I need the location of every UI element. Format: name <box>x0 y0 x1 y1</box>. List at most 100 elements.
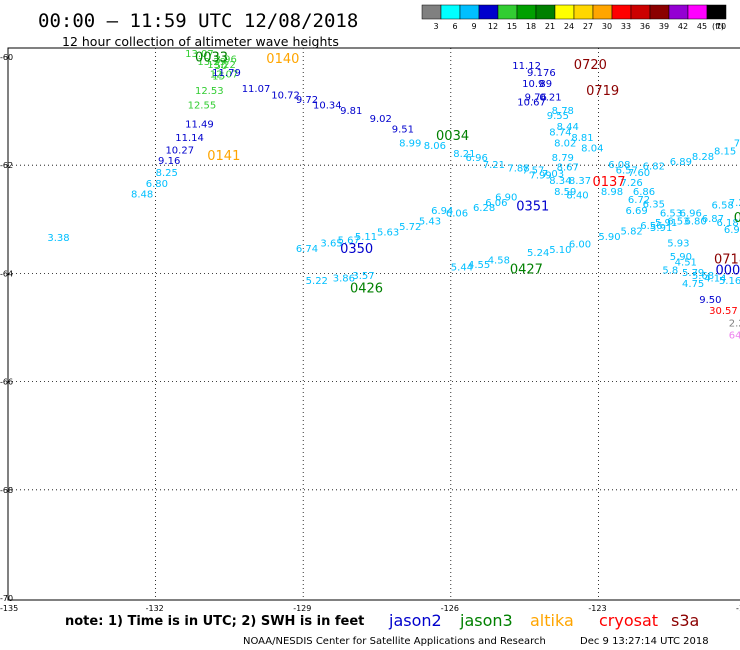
wave-height-label: 8.04 <box>581 144 603 155</box>
wave-height-label: 9.76 <box>525 92 547 103</box>
credit-text: NOAA/NESDIS Center for Satellite Applica… <box>243 636 546 647</box>
wave-height-label: 8.81 <box>571 133 593 144</box>
wave-height-label: 8.74 <box>549 127 571 138</box>
wave-height-label: 10.34 <box>313 100 342 111</box>
pass-time-label: 0718 <box>714 253 740 268</box>
wave-height-label: 7.99 <box>530 171 552 182</box>
wave-height-label: 6.96 <box>466 153 488 164</box>
wave-height-label: 3.86 <box>333 274 355 285</box>
legend-swatch <box>668 4 689 20</box>
legend-tick-label: 24 <box>564 22 574 31</box>
legend-tick-label: 33 <box>621 22 631 31</box>
lat-tick-label: -62 <box>0 161 13 170</box>
wave-height-label: 6.86 <box>633 187 655 198</box>
legend-swatch <box>687 4 708 20</box>
pass-time-label: 0000 <box>715 263 740 278</box>
wave-height-label: 5.10 <box>549 245 571 256</box>
wave-height-label: 8.02 <box>554 138 576 149</box>
map-subtitle: 12 hour collection of altimeter wave hei… <box>62 34 339 49</box>
legend-tick-label: 70 <box>716 22 726 31</box>
wave-height-label: 13.29 <box>197 57 226 68</box>
legend-swatch <box>421 4 442 20</box>
satellite-legend-altika: altika <box>530 611 574 630</box>
wave-height-label: 6.57 <box>616 165 638 176</box>
wave-height-label: 6.82 <box>643 162 665 173</box>
wave-height-label: 5.24 <box>527 248 549 259</box>
wave-height-label: 8.67 <box>557 163 579 174</box>
wave-height-label: 9.81 <box>340 106 362 117</box>
wave-height-label: 6.69 <box>625 206 647 217</box>
pass-time-label: 0427 <box>510 262 543 277</box>
legend-unit: (ft) <box>712 22 724 31</box>
wave-height-label: 8.37 <box>569 176 591 187</box>
wave-height-label: 5.68 <box>692 271 714 282</box>
wave-height-label: 89 <box>539 79 552 90</box>
footer-note: note: 1) Time is in UTC; 2) SWH is in fe… <box>65 614 364 629</box>
wave-height-label: 30.57 <box>709 306 738 317</box>
wave-height-label: 3.96 <box>215 54 237 65</box>
wave-height-label: 8.28 <box>692 152 714 163</box>
wave-height-label: 6.94 <box>431 206 453 217</box>
lon-tick-label: -123 <box>588 604 606 613</box>
wave-height-label: 9.50 <box>699 295 721 306</box>
wave-height-label: 9.02 <box>370 114 392 125</box>
pass-time-label: 0034 <box>436 129 469 144</box>
wave-height-label: 4.14 <box>704 274 726 285</box>
lon-tick-label: -129 <box>293 604 311 613</box>
wave-height-label: 4.75 <box>682 279 704 290</box>
wave-height-label: 5.16 <box>719 276 740 287</box>
longitude-axis: -135 -132 -129 -126 -123 -120 <box>0 604 740 613</box>
legend-tick-label: 12 <box>488 22 498 31</box>
wave-height-label: 6.96 <box>680 209 702 220</box>
wave-height-label: 6.06 <box>446 209 468 220</box>
wave-height-label: 7.26 <box>729 198 740 209</box>
legend-tick-label: 18 <box>526 22 536 31</box>
wave-height-label: 4.55 <box>468 260 490 271</box>
wave-height-label: 11.12 <box>512 61 541 72</box>
wave-height-label: 5.72 <box>399 222 421 233</box>
wave-height-label: 8.98 <box>601 187 623 198</box>
legend-swatch <box>535 4 556 20</box>
satellite-legend-cryosat: cryosat <box>599 611 658 630</box>
legend-swatch <box>516 4 537 20</box>
wave-height-label: 0.21 <box>539 92 561 103</box>
wave-height-label: 6.35 <box>643 199 665 210</box>
lat-tick-label: -60 <box>0 53 13 62</box>
wave-height-label: 7.21 <box>483 160 505 171</box>
wave-height-label: 8.59 <box>554 187 576 198</box>
satellite-legend-jason3: jason3 <box>459 611 513 630</box>
wave-height-label: 10.67 <box>517 98 546 109</box>
map-title: 00:00 – 11:59 UTC 12/08/2018 <box>38 10 358 32</box>
wave-height-label: 6.28 <box>473 203 495 214</box>
wave-height-label: 6.87 <box>702 214 724 225</box>
satellite-legend: jason2 jason3 altika cryosat s3a <box>388 611 699 630</box>
wave-height-label: 4.58 <box>488 256 510 267</box>
wave-height-label: 5.8 <box>662 265 678 276</box>
plot-frame <box>7 47 740 601</box>
pass-time-labels: 0033 0140 0141 0034 0720 0719 0137 0351 0350 0427… <box>195 50 740 296</box>
wave-height-label: 6.89 <box>670 157 692 168</box>
lat-tick-label: -70 <box>0 594 13 603</box>
lon-tick-label: -135 <box>0 604 18 613</box>
wave-height-label: 13.07 <box>185 49 214 60</box>
wave-height-label: 7.60 <box>628 168 650 179</box>
wave-height-label: 12.55 <box>188 100 217 111</box>
legend-tick-label: 39 <box>659 22 669 31</box>
legend-swatch <box>649 4 670 20</box>
wave-height-label: 6.58 <box>712 200 734 211</box>
wave-height-label: 11.79 <box>212 68 241 79</box>
lat-tick-label: -66 <box>0 378 13 387</box>
wave-height-label: 7.26 <box>621 178 643 189</box>
legend-tick-label: 30 <box>602 22 612 31</box>
wave-height-label: 4.51 <box>675 257 697 268</box>
wave-height-label: 6.56 <box>640 221 662 232</box>
wave-height-label: 5.11 <box>355 232 377 243</box>
wave-height-label: 9.72 <box>296 95 318 106</box>
legend-swatch <box>592 4 613 20</box>
wave-height-label: 11.49 <box>185 119 214 130</box>
wave-height-label: 5.79 <box>682 268 704 279</box>
wave-height-label: 7.44 <box>734 138 740 149</box>
wave-height-label: 5.90 <box>598 232 620 243</box>
wave-height-label: 8.15 <box>714 146 736 157</box>
